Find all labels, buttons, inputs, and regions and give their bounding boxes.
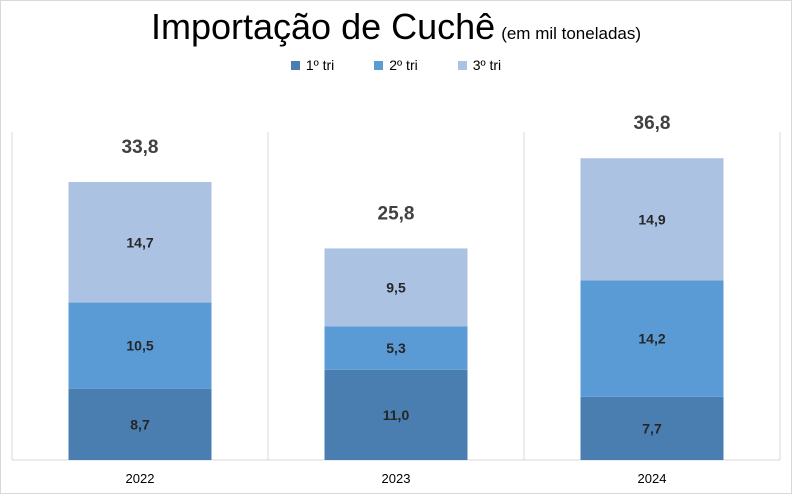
bar-segment bbox=[68, 388, 212, 460]
legend-label-1: 1º tri bbox=[305, 57, 335, 73]
data-label: 14,9 bbox=[638, 211, 665, 227]
bar-segment bbox=[324, 248, 468, 327]
legend-item-3: 3º tri bbox=[457, 57, 502, 73]
bar-segment bbox=[580, 396, 724, 460]
chart-title-block: Importação de Cuchê (em mil toneladas) bbox=[0, 6, 792, 48]
chart-subtitle: (em mil toneladas) bbox=[501, 24, 642, 43]
data-label: 11,0 bbox=[383, 407, 410, 423]
bar-segment bbox=[580, 158, 724, 281]
chart-title: Importação de Cuchê bbox=[150, 6, 496, 47]
total-label: 25,8 bbox=[378, 203, 415, 224]
legend-label-2: 2º tri bbox=[389, 57, 418, 73]
data-label: 14,7 bbox=[126, 234, 153, 250]
legend-swatch-1 bbox=[290, 60, 300, 70]
bar-segment bbox=[324, 369, 468, 460]
legend: 1º tri 2º tri 3º tri bbox=[0, 57, 792, 73]
legend-swatch-3 bbox=[457, 60, 467, 70]
bar-segment bbox=[68, 182, 212, 303]
total-label: 33,8 bbox=[122, 137, 159, 158]
bar-segment bbox=[580, 280, 724, 397]
data-label: 14,2 bbox=[638, 331, 665, 347]
legend-swatch-2 bbox=[374, 60, 384, 70]
data-label: 9,5 bbox=[386, 279, 406, 295]
legend-item-1: 1º tri bbox=[290, 57, 335, 73]
data-label: 8,7 bbox=[130, 416, 150, 432]
legend-label-3: 3º tri bbox=[472, 57, 502, 73]
data-label: 7,7 bbox=[642, 420, 662, 436]
x-tick-label: 2022 bbox=[126, 471, 155, 486]
bar-segment bbox=[324, 326, 468, 370]
legend-item-2: 2º tri bbox=[374, 57, 418, 73]
x-tick-label: 2023 bbox=[382, 471, 411, 486]
data-label: 5,3 bbox=[386, 340, 406, 356]
data-label: 10,5 bbox=[126, 338, 153, 354]
bar-segment bbox=[68, 302, 212, 389]
total-label: 36,8 bbox=[634, 113, 671, 134]
x-tick-label: 2024 bbox=[638, 471, 667, 486]
